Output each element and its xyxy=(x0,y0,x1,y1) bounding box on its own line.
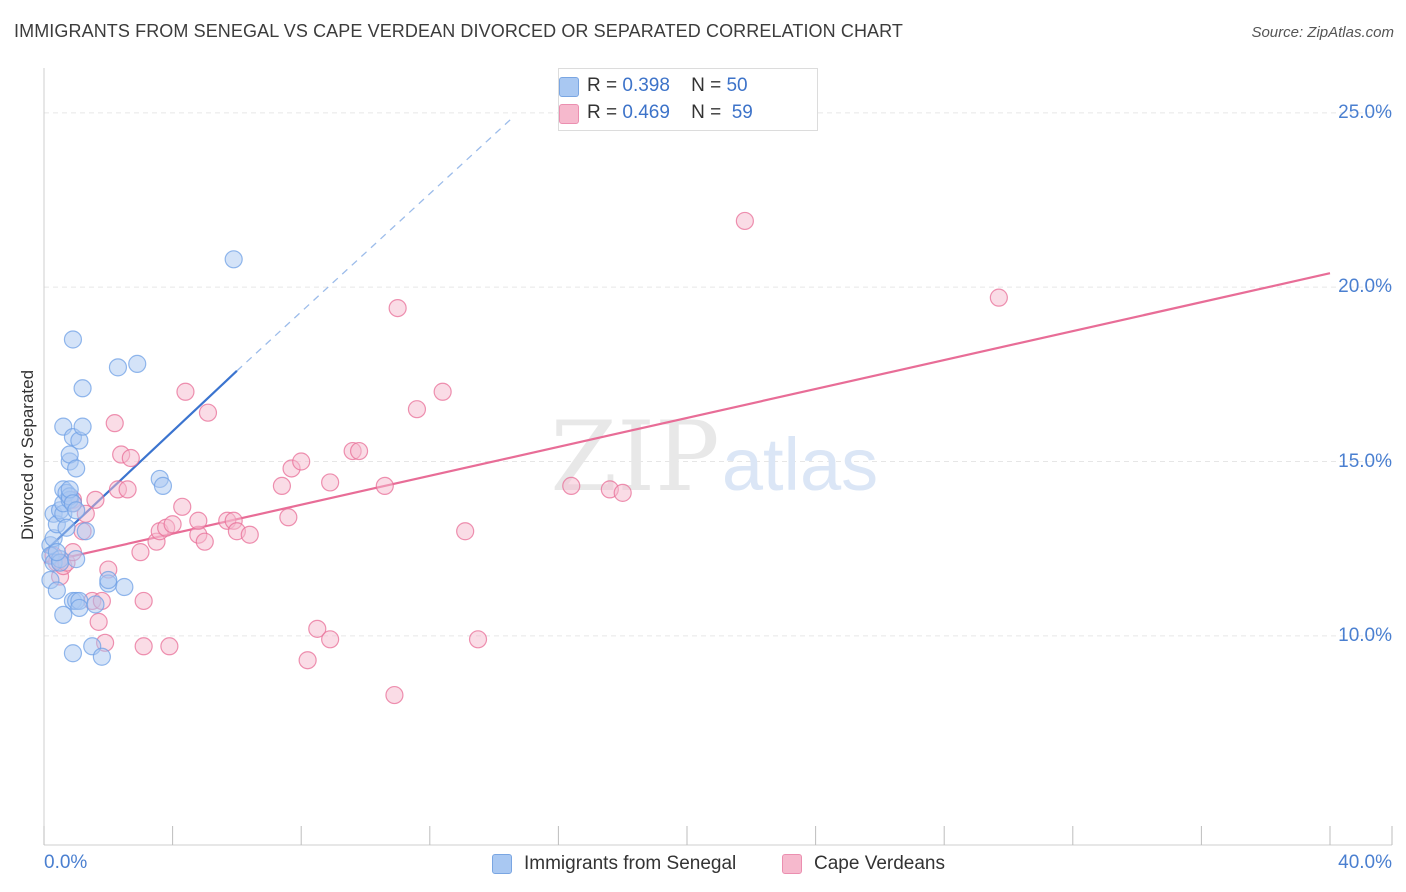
point-capeverde xyxy=(240,525,259,544)
point-capeverde xyxy=(385,685,404,705)
legend-swatch-senegal xyxy=(492,854,512,874)
point-capeverde xyxy=(160,637,179,656)
legend-label-senegal: Immigrants from Senegal xyxy=(524,853,737,874)
watermark-atlas: atlas xyxy=(722,423,878,506)
x-tick-label-min: 0.0% xyxy=(44,852,88,873)
trend-line-senegal-extension xyxy=(236,119,511,372)
point-capeverde xyxy=(198,403,218,422)
point-senegal xyxy=(76,522,95,541)
point-capeverde xyxy=(189,511,208,530)
r-label: R = xyxy=(587,75,618,96)
point-senegal xyxy=(67,501,86,520)
r-value: 0.398 xyxy=(622,75,670,96)
senegal-swatch xyxy=(559,77,579,97)
data-points xyxy=(41,211,1008,705)
point-senegal xyxy=(115,577,134,597)
point-capeverde xyxy=(292,452,311,471)
y-tick-label: 20.0% xyxy=(1338,276,1392,298)
point-capeverde xyxy=(105,414,124,433)
n-value: 59 xyxy=(731,102,753,123)
point-capeverde xyxy=(176,382,195,401)
point-capeverde xyxy=(456,522,475,541)
point-capeverde xyxy=(134,591,153,611)
grid-lines xyxy=(44,112,1392,637)
source-label: Source: ZipAtlas.com xyxy=(1251,24,1394,41)
point-senegal xyxy=(153,476,173,496)
point-capeverde xyxy=(613,483,632,502)
point-senegal xyxy=(128,354,147,373)
point-capeverde xyxy=(308,619,327,638)
point-senegal xyxy=(73,379,92,398)
axes xyxy=(43,68,1393,846)
r-label: R = xyxy=(587,102,618,123)
point-senegal xyxy=(92,647,111,666)
y-axis-label: Divorced or Separated xyxy=(18,369,37,541)
point-capeverde xyxy=(375,476,394,496)
point-senegal xyxy=(67,459,86,478)
point-capeverde xyxy=(433,382,452,401)
point-capeverde xyxy=(163,515,182,534)
point-capeverde xyxy=(407,400,427,419)
point-senegal xyxy=(63,330,83,349)
point-capeverde xyxy=(86,490,105,509)
point-capeverde xyxy=(118,480,137,499)
point-senegal xyxy=(86,595,105,614)
point-senegal xyxy=(108,358,128,377)
y-tick-label: 25.0% xyxy=(1338,101,1392,123)
trend-line-capeverde xyxy=(43,272,1331,564)
stats-box: R = 0.398 N = 50 R = 0.469 N = 59 xyxy=(558,68,818,131)
point-capeverde xyxy=(195,532,214,551)
point-capeverde xyxy=(989,288,1008,307)
point-capeverde xyxy=(388,299,407,318)
point-senegal xyxy=(70,598,89,618)
point-capeverde xyxy=(131,543,150,562)
legend-swatch-capeverde xyxy=(782,854,802,874)
legend-item-senegal[interactable]: Immigrants from Senegal xyxy=(492,853,736,875)
point-senegal xyxy=(47,581,66,600)
stats-row-capeverde: R = 0.469 N = 59 xyxy=(559,100,753,126)
point-capeverde xyxy=(173,497,192,516)
point-senegal xyxy=(47,543,66,562)
point-senegal xyxy=(54,605,73,625)
point-senegal xyxy=(57,518,76,537)
trend-lines xyxy=(43,119,1331,564)
point-senegal xyxy=(224,250,243,269)
capeverde-swatch xyxy=(559,104,579,124)
point-senegal xyxy=(63,644,83,663)
n-label: N = xyxy=(691,102,722,123)
n-label: N = xyxy=(691,75,722,96)
y-tick-label: 10.0% xyxy=(1338,624,1392,646)
point-senegal xyxy=(73,417,92,436)
point-capeverde xyxy=(349,441,369,461)
point-senegal xyxy=(99,570,118,590)
point-capeverde xyxy=(279,508,298,527)
trend-line-senegal xyxy=(43,370,238,553)
point-capeverde xyxy=(468,630,488,649)
n-value: 50 xyxy=(726,75,748,96)
point-capeverde xyxy=(321,630,340,649)
x-tick-label-max: 40.0% xyxy=(1338,852,1392,873)
point-capeverde xyxy=(321,473,340,492)
stats-row-senegal: R = 0.398 N = 50 xyxy=(559,73,748,99)
point-capeverde xyxy=(562,476,581,496)
point-capeverde xyxy=(121,448,140,468)
legend-item-capeverde[interactable]: Cape Verdeans xyxy=(782,853,945,875)
point-capeverde xyxy=(272,476,292,496)
y-tick-label: 15.0% xyxy=(1338,450,1392,472)
watermark-zip: ZIP xyxy=(550,401,719,513)
legend-label-capeverde: Cape Verdeans xyxy=(814,853,945,874)
r-value: 0.469 xyxy=(622,102,670,123)
legend: Immigrants from Senegal Cape Verdeans xyxy=(0,851,1406,877)
point-capeverde xyxy=(298,651,317,670)
chart-title: IMMIGRANTS FROM SENEGAL VS CAPE VERDEAN … xyxy=(14,21,904,41)
point-senegal xyxy=(67,550,86,569)
point-capeverde xyxy=(89,612,108,631)
point-capeverde xyxy=(735,211,754,231)
point-capeverde xyxy=(134,637,153,656)
